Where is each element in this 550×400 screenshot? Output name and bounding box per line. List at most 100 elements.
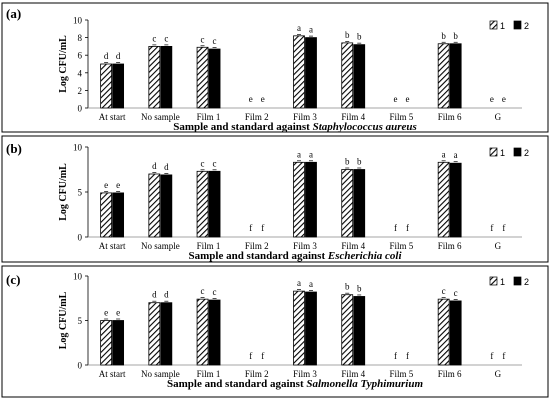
category-label: G	[495, 241, 502, 251]
legend-label: 1	[500, 21, 505, 31]
y-tick-label: 2	[78, 86, 83, 96]
significance-letter: e	[490, 94, 494, 104]
bar-series-2	[305, 161, 317, 238]
significance-letter: a	[309, 279, 313, 289]
significance-letter: e	[116, 180, 120, 190]
panel-label-c: (c)	[6, 272, 21, 287]
significance-letter: b	[441, 31, 446, 41]
bar-series-1	[437, 161, 450, 238]
significance-letter: d	[116, 51, 121, 61]
significance-letter: a	[309, 25, 313, 35]
significance-letter: c	[201, 34, 205, 44]
bar-series-1	[196, 46, 209, 109]
significance-letter: f	[502, 351, 505, 361]
category-label: Film 3	[293, 369, 317, 379]
category-label: Film 1	[197, 112, 221, 122]
category-label: No sample	[141, 241, 180, 251]
bar-series-1	[341, 294, 354, 366]
significance-letter: a	[442, 149, 446, 159]
significance-letter: c	[442, 286, 446, 296]
significance-letter: a	[454, 150, 458, 160]
significance-letter: e	[393, 94, 397, 104]
x-axis-label: Sample and standard against Salmonella T…	[167, 378, 423, 390]
category-label: Film 1	[197, 241, 221, 251]
bar-series-1	[293, 35, 305, 109]
significance-letter: f	[249, 223, 252, 233]
significance-letter: f	[406, 223, 409, 233]
significance-letter: f	[502, 223, 505, 233]
bar-series-2	[208, 299, 221, 366]
significance-letter: f	[394, 351, 397, 361]
significance-letter: b	[357, 283, 362, 293]
category-label: Film 4	[341, 369, 365, 379]
bar-series-2	[112, 192, 125, 238]
bar-series-2	[112, 63, 125, 109]
legend-swatch	[489, 276, 498, 286]
x-axis-label: Sample and standard against Staphylococc…	[173, 121, 417, 133]
significance-letter: c	[454, 288, 458, 298]
legend-swatch	[489, 147, 498, 157]
legend-label: 1	[500, 148, 505, 158]
bar-series-1	[293, 161, 305, 238]
bar-series-1	[341, 42, 354, 109]
bar-series-2	[160, 46, 173, 109]
bar-series-2	[353, 296, 366, 366]
category-label: Film 2	[245, 241, 269, 251]
significance-letter: c	[152, 33, 156, 43]
category-label: No sample	[141, 112, 180, 122]
bar-series-2	[160, 174, 173, 238]
significance-letter: a	[297, 278, 301, 288]
category-label: Film 6	[438, 241, 462, 251]
chart-panel-1: 0 5 10 Log CFU/mL e e At start d d No sample c c Fil…	[1, 135, 549, 263]
y-tick-label: 6	[78, 51, 83, 61]
bar-series-2	[208, 48, 221, 109]
category-label: Film 3	[293, 241, 317, 251]
y-tick-label: 0	[78, 361, 83, 371]
significance-letter: c	[213, 36, 217, 46]
significance-letter: b	[357, 32, 362, 42]
panel-frame	[1, 135, 549, 263]
bar-series-1	[196, 170, 209, 238]
category-label: G	[495, 112, 502, 122]
category-label: Film 5	[390, 241, 414, 251]
significance-letter: f	[490, 223, 493, 233]
significance-letter: e	[502, 94, 506, 104]
category-label: Film 4	[341, 241, 365, 251]
significance-letter: a	[297, 149, 301, 159]
y-tick-label: 0	[78, 104, 83, 114]
legend-label: 2	[524, 21, 529, 31]
significance-letter: c	[213, 287, 217, 297]
bar-series-1	[196, 298, 209, 366]
bar-series-1	[100, 320, 113, 366]
significance-letter: e	[405, 94, 409, 104]
significance-letter: f	[249, 351, 252, 361]
significance-letter: a	[297, 23, 301, 33]
category-label: At start	[99, 369, 126, 379]
significance-letter: c	[213, 158, 217, 168]
significance-letter: f	[490, 351, 493, 361]
bar-series-2	[353, 169, 366, 238]
significance-letter: e	[116, 308, 120, 318]
bar-series-1	[437, 43, 450, 109]
panel-frame	[1, 2, 549, 133]
bar-series-1	[293, 290, 305, 366]
legend-label: 2	[524, 148, 529, 158]
category-label: At start	[99, 112, 126, 122]
category-label: Film 2	[245, 369, 269, 379]
category-label: Film 5	[390, 369, 414, 379]
category-label: Film 1	[197, 369, 221, 379]
category-label: Film 2	[245, 112, 269, 122]
significance-letter: c	[201, 158, 205, 168]
category-label: Film 4	[341, 112, 365, 122]
bar-series-2	[305, 37, 317, 109]
category-label: Film 6	[438, 112, 462, 122]
bar-series-1	[341, 169, 354, 238]
bar-series-2	[112, 320, 125, 366]
significance-letter: e	[104, 308, 108, 318]
category-label: At start	[99, 241, 126, 251]
legend-swatch	[513, 147, 522, 157]
legend-swatch	[513, 276, 522, 286]
y-axis-label: Log CFU/mL	[58, 163, 69, 221]
